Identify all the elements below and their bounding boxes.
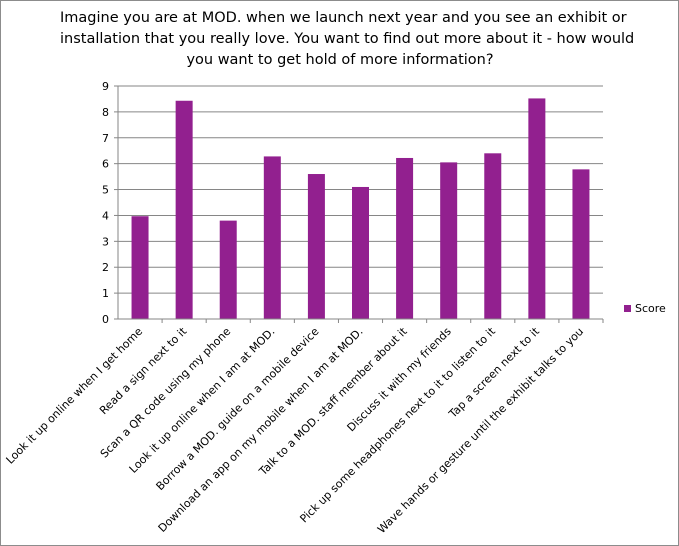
chart-title-line-2: installation that you really love. You w…: [60, 31, 635, 47]
y-tick-label: 7: [102, 132, 109, 145]
bar: [572, 169, 590, 319]
y-tick-labels: 0 1 2 3 4 5 6 7 8 9: [102, 80, 109, 326]
chart-title: Imagine you are at MOD. when we launch n…: [60, 8, 635, 71]
y-tick-label: 1: [102, 287, 109, 300]
bar: [219, 220, 237, 319]
legend: Score: [624, 302, 666, 315]
chart-title-line-1: Imagine you are at MOD. when we launch n…: [60, 10, 627, 26]
x-tick-label: Download an app on my mobile when I am a…: [156, 325, 366, 535]
y-tick-label: 0: [102, 313, 109, 326]
x-tick-label: Read a sign next to it: [97, 324, 190, 417]
x-tick-label: Borrow a MOD. guide on a mobile device: [154, 325, 322, 493]
legend-label: Score: [635, 302, 666, 315]
y-tick-label: 5: [102, 184, 109, 197]
legend-swatch: [624, 305, 631, 312]
bar: [396, 157, 414, 319]
bars: [131, 98, 590, 319]
y-tick-label: 9: [102, 80, 109, 93]
bar: [307, 174, 325, 319]
y-tick-label: 6: [102, 158, 109, 171]
chart-title-line-3: you want to get hold of more information…: [186, 52, 494, 68]
x-tick-label: Wave hands or gesture until the exhibit …: [375, 325, 586, 536]
bar: [131, 216, 149, 319]
bar: [484, 153, 502, 319]
bar: [528, 98, 546, 319]
bar: [263, 156, 281, 319]
bar: [175, 100, 193, 319]
bar: [352, 186, 369, 319]
y-tick-label: 4: [102, 209, 109, 222]
axes: [117, 86, 604, 323]
y-tick-label: 8: [102, 106, 109, 119]
bar: [440, 162, 458, 319]
y-tick-label: 3: [102, 235, 109, 248]
y-tick-label: 2: [102, 261, 109, 274]
